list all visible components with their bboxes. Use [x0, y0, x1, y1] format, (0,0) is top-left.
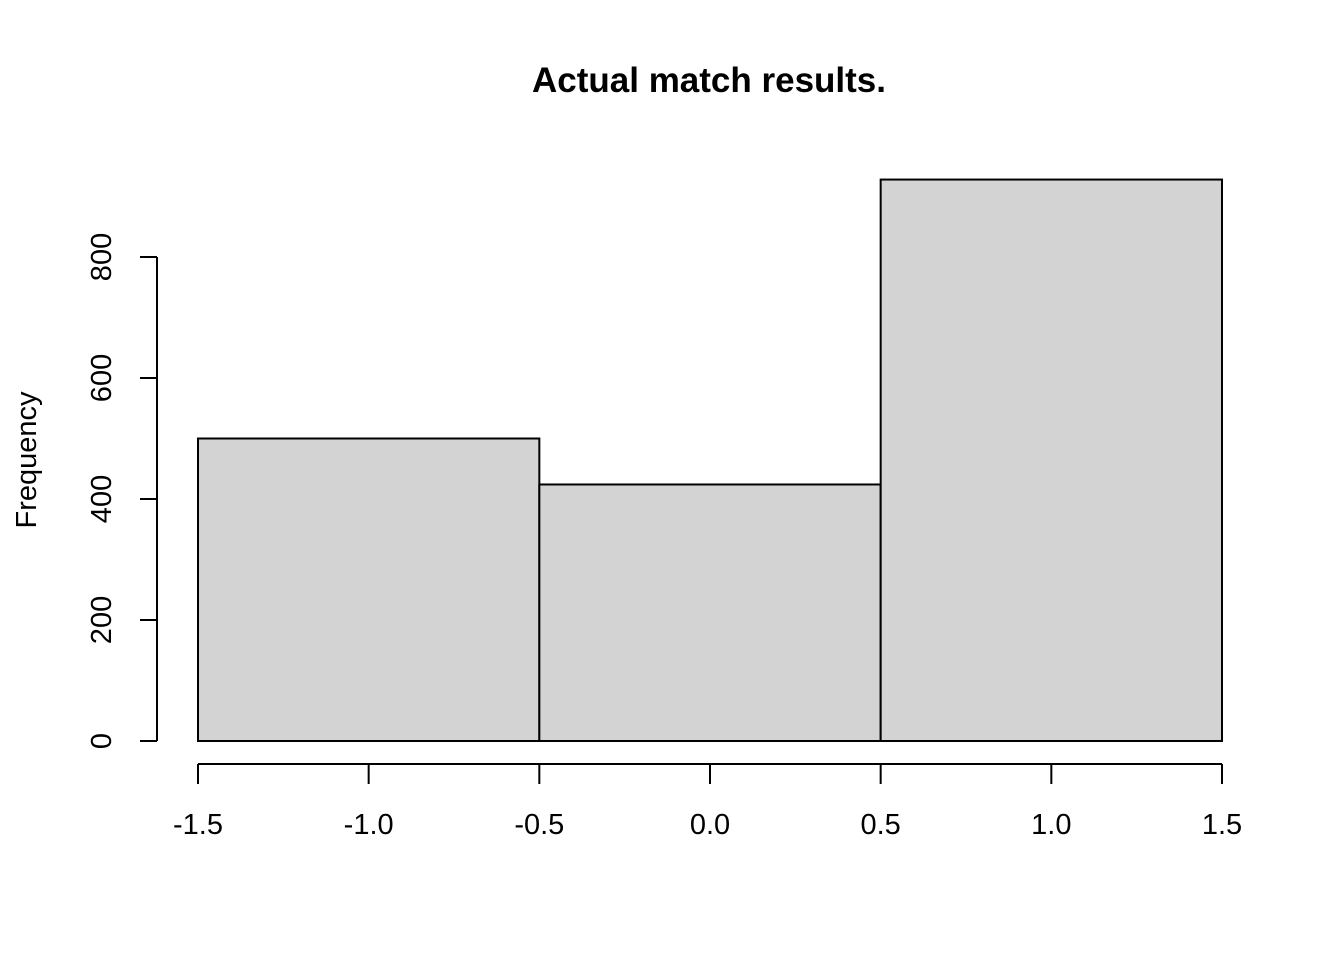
- y-tick-label-0: 0: [86, 733, 118, 749]
- x-tick-label-1: -1.0: [344, 809, 394, 841]
- y-axis-label: Frequency: [11, 391, 43, 529]
- histogram-bar-0: [197, 437, 541, 742]
- y-tick-label-2: 400: [86, 475, 118, 523]
- x-tick-label-3: 0.0: [690, 809, 730, 841]
- x-tick-label-0: -1.5: [173, 809, 223, 841]
- x-axis: -1.5 -1.0 -0.5 0.0 0.5 1.0 1.5: [173, 763, 1242, 841]
- x-tick-label-6: 1.5: [1202, 809, 1242, 841]
- y-axis: 0 200 400 600 800: [86, 233, 158, 749]
- x-tick-label-4: 0.5: [861, 809, 901, 841]
- y-tick-label-1: 200: [86, 596, 118, 644]
- bars-group: [197, 178, 1224, 742]
- y-tick-label-4: 800: [86, 233, 118, 281]
- chart-title: Actual match results.: [532, 61, 886, 100]
- histogram-bar-2: [879, 178, 1224, 742]
- histogram-bar-1: [538, 483, 882, 742]
- x-tick-label-2: -0.5: [514, 809, 564, 841]
- x-tick-label-5: 1.0: [1031, 809, 1071, 841]
- y-tick-label-3: 600: [86, 354, 118, 402]
